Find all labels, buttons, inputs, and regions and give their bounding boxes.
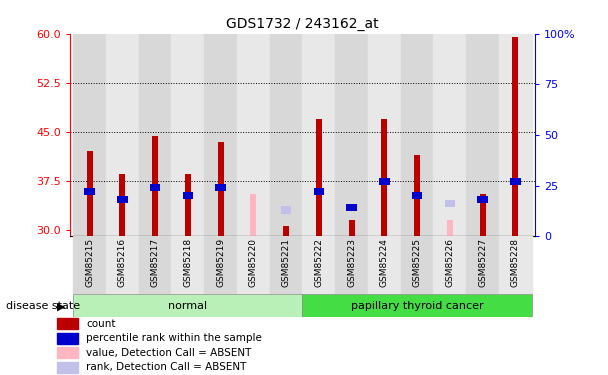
Bar xyxy=(444,200,455,207)
Bar xyxy=(73,294,302,317)
Bar xyxy=(513,37,519,236)
Bar xyxy=(368,236,401,294)
Bar xyxy=(85,188,95,195)
Text: GSM85216: GSM85216 xyxy=(118,238,127,287)
Bar xyxy=(499,236,532,294)
Bar xyxy=(381,118,387,236)
Text: GSM85226: GSM85226 xyxy=(446,238,454,287)
Bar xyxy=(335,34,368,236)
Bar xyxy=(250,194,257,236)
Bar xyxy=(185,174,191,236)
Bar xyxy=(335,236,368,294)
Bar xyxy=(150,184,161,191)
Text: GSM85224: GSM85224 xyxy=(380,238,389,287)
Bar xyxy=(73,236,106,294)
Bar xyxy=(477,196,488,203)
Bar xyxy=(204,34,237,236)
Bar xyxy=(106,236,139,294)
Bar xyxy=(412,192,423,200)
Bar xyxy=(414,154,420,236)
Bar xyxy=(314,188,324,195)
Bar xyxy=(434,34,466,236)
Bar xyxy=(303,34,335,236)
Bar xyxy=(316,118,322,236)
Bar xyxy=(466,34,499,236)
Text: GSM85219: GSM85219 xyxy=(216,238,225,287)
Bar xyxy=(281,206,291,213)
Bar xyxy=(466,236,499,294)
Bar xyxy=(302,294,532,317)
Text: GSM85220: GSM85220 xyxy=(249,238,258,287)
Bar xyxy=(281,206,291,213)
Text: ▶: ▶ xyxy=(57,302,66,311)
Bar xyxy=(270,34,303,236)
Bar xyxy=(171,34,204,236)
Bar xyxy=(215,184,226,191)
Bar xyxy=(57,362,78,373)
Text: rank, Detection Call = ABSENT: rank, Detection Call = ABSENT xyxy=(86,362,246,372)
Text: value, Detection Call = ABSENT: value, Detection Call = ABSENT xyxy=(86,348,251,358)
Bar xyxy=(348,220,354,236)
Text: GSM85222: GSM85222 xyxy=(314,238,323,287)
Text: papillary thyroid cancer: papillary thyroid cancer xyxy=(351,301,483,310)
Bar xyxy=(283,226,289,236)
Bar xyxy=(379,178,390,185)
Text: GSM85227: GSM85227 xyxy=(478,238,487,287)
Bar xyxy=(401,34,434,236)
Text: percentile rank within the sample: percentile rank within the sample xyxy=(86,333,262,343)
Text: disease state: disease state xyxy=(6,302,80,311)
Bar xyxy=(237,34,270,236)
Bar xyxy=(86,152,92,236)
Bar xyxy=(182,192,193,200)
Bar xyxy=(106,34,139,236)
Bar xyxy=(204,236,237,294)
Bar xyxy=(117,196,128,203)
Title: GDS1732 / 243162_at: GDS1732 / 243162_at xyxy=(226,17,379,32)
Text: GSM85218: GSM85218 xyxy=(184,238,192,287)
Bar xyxy=(480,194,486,236)
Text: GSM85228: GSM85228 xyxy=(511,238,520,287)
Bar xyxy=(73,34,106,236)
Bar xyxy=(171,236,204,294)
Bar xyxy=(401,236,434,294)
Bar xyxy=(57,318,78,329)
Bar xyxy=(218,141,224,236)
Bar xyxy=(499,34,532,236)
Bar xyxy=(57,333,78,344)
Text: GSM85215: GSM85215 xyxy=(85,238,94,287)
Text: GSM85217: GSM85217 xyxy=(151,238,159,287)
Bar xyxy=(302,236,335,294)
Bar xyxy=(139,34,171,236)
Bar xyxy=(57,347,78,358)
Bar xyxy=(270,236,303,294)
Bar xyxy=(434,236,466,294)
Text: normal: normal xyxy=(168,301,207,310)
Bar xyxy=(347,204,357,212)
Text: GSM85223: GSM85223 xyxy=(347,238,356,287)
Bar xyxy=(510,178,520,185)
Text: GSM85225: GSM85225 xyxy=(413,238,421,287)
Bar xyxy=(119,174,125,236)
Bar xyxy=(139,236,171,294)
Bar xyxy=(368,34,401,236)
Bar xyxy=(152,136,158,236)
Text: count: count xyxy=(86,318,116,328)
Text: GSM85221: GSM85221 xyxy=(282,238,291,287)
Bar xyxy=(237,236,270,294)
Bar xyxy=(447,220,453,236)
